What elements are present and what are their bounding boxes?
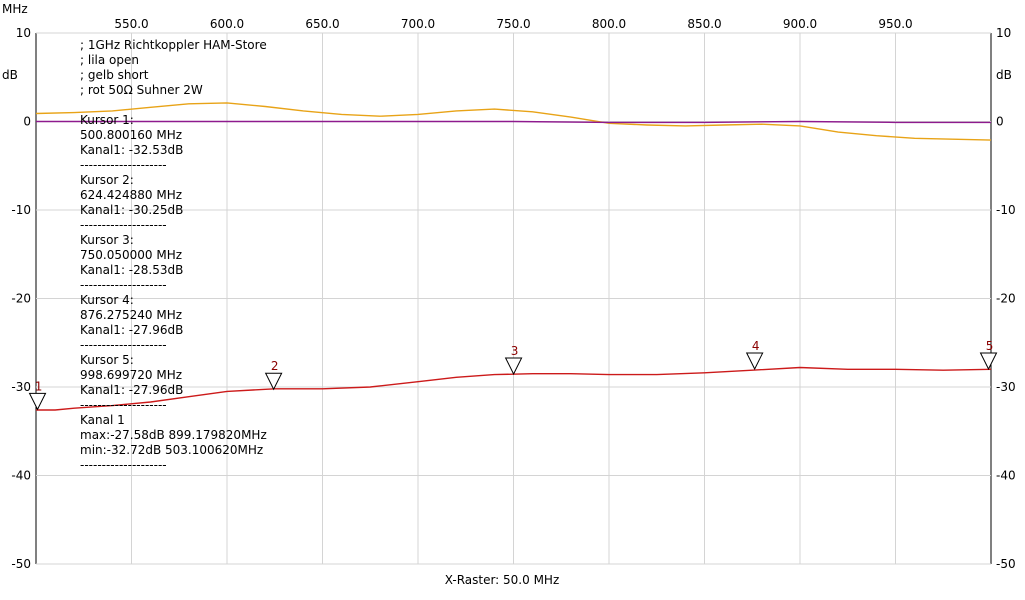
cursor-marker-4 xyxy=(745,352,764,371)
y-tick-label-right: -40 xyxy=(996,469,1016,483)
readout-line: Kanal1: -27.96dB xyxy=(80,323,183,337)
note-line: ; rot 50Ω Suhner 2W xyxy=(80,83,203,97)
y-unit-label-left: dB xyxy=(2,68,18,82)
readout-line: 876.275240 MHz xyxy=(80,308,182,322)
x-tick-label: 950.0 xyxy=(878,17,912,31)
y-tick-label-right: 0 xyxy=(996,115,1004,129)
note-line: ; gelb short xyxy=(80,68,149,82)
readout-line: -------------------- xyxy=(80,338,167,352)
readout-line: -------------------- xyxy=(80,398,167,412)
cursor-marker-label: 1 xyxy=(35,379,43,393)
x-tick-label: 700.0 xyxy=(401,17,435,31)
readout-line: 624.424880 MHz xyxy=(80,188,182,202)
y-tick-label-right: -10 xyxy=(996,203,1016,217)
readout-line: 998.699720 MHz xyxy=(80,368,182,382)
cursor-markers: 1 2 3 4 5 xyxy=(28,339,998,411)
readout-line: -------------------- xyxy=(80,158,167,172)
series-yellow-line xyxy=(35,102,992,141)
readout-line: Kanal 1 xyxy=(80,413,125,427)
readout-line: Kanal1: -32.53dB xyxy=(80,143,183,157)
x-axis-label: X-Raster: 50.0 MHz xyxy=(445,573,560,587)
readout-line: min:-32.72dB 503.100620MHz xyxy=(80,443,263,457)
readout-line: Kursor 2: xyxy=(80,173,134,187)
readout-line: Kursor 3: xyxy=(80,233,134,247)
readout-line: -------------------- xyxy=(80,458,167,472)
y-tick-label-left: 0 xyxy=(23,115,31,129)
cursor-marker-label: 4 xyxy=(752,339,760,353)
y-tick-label-left: 10 xyxy=(16,26,31,40)
x-tick-label: 650.0 xyxy=(305,17,339,31)
readout-line: Kursor 5: xyxy=(80,353,134,367)
y-tick-label-left: -20 xyxy=(11,292,31,306)
cursor-marker-3 xyxy=(504,357,523,376)
x-tick-label: 900.0 xyxy=(783,17,817,31)
y-tick-label-left: -10 xyxy=(11,203,31,217)
x-tick-label: 850.0 xyxy=(687,17,721,31)
readout-line: 750.050000 MHz xyxy=(80,248,182,262)
notes-block: ; 1GHz Richtkoppler HAM-Store; lila open… xyxy=(80,38,267,97)
readout-line: Kursor 1: xyxy=(80,113,134,127)
readout-line: Kanal1: -28.53dB xyxy=(80,263,183,277)
series-layer xyxy=(35,102,992,411)
readout-line: 500.800160 MHz xyxy=(80,128,182,142)
tick-labels: 550.0 600.0 650.0 700.0 750.0 800.0 850.0 900.0… xyxy=(11,17,1015,571)
cursor-marker-5 xyxy=(979,352,998,371)
note-line: ; 1GHz Richtkoppler HAM-Store xyxy=(80,38,267,52)
x-tick-label: 750.0 xyxy=(496,17,530,31)
x-tick-label: 800.0 xyxy=(592,17,626,31)
readout-line: Kanal1: -30.25dB xyxy=(80,203,183,217)
y-unit-label-right: dB xyxy=(996,68,1012,82)
grid-layer xyxy=(35,32,992,565)
y-tick-label-right: -30 xyxy=(996,380,1016,394)
y-tick-label-left: -40 xyxy=(11,469,31,483)
readout-line: -------------------- xyxy=(80,218,167,232)
note-line: ; lila open xyxy=(80,53,139,67)
cursor-marker-label: 2 xyxy=(271,359,279,373)
readout-line: max:-27.58dB 899.179820MHz xyxy=(80,428,267,442)
readout-line: -------------------- xyxy=(80,278,167,292)
readout-line: Kanal1: -27.96dB xyxy=(80,383,183,397)
cursor-marker-2 xyxy=(264,372,283,391)
cursor-marker-1 xyxy=(28,392,47,411)
readout-line: Kursor 4: xyxy=(80,293,134,307)
series-red-line xyxy=(36,366,992,411)
x-tick-label: 600.0 xyxy=(210,17,244,31)
x-tick-label: 550.0 xyxy=(114,17,148,31)
y-tick-label-right: 10 xyxy=(996,26,1011,40)
y-tick-label-right: -50 xyxy=(996,557,1016,571)
series-purple-line xyxy=(36,120,991,124)
x-unit-label: MHz xyxy=(2,2,28,16)
y-tick-label-left: -50 xyxy=(11,557,31,571)
y-tick-label-right: -20 xyxy=(996,292,1016,306)
cursor-marker-label: 3 xyxy=(511,344,519,358)
y-tick-label-left: -30 xyxy=(11,380,31,394)
cursor-marker-label: 5 xyxy=(986,339,994,353)
